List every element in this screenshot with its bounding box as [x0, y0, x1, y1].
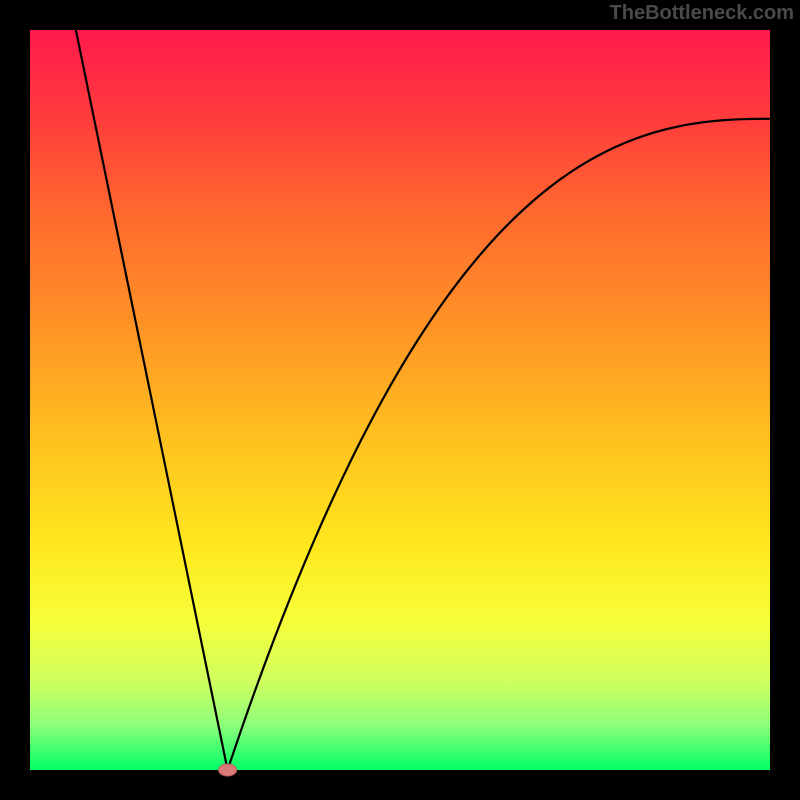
watermark-text: TheBottleneck.com	[610, 2, 794, 25]
bottleneck-chart	[0, 0, 800, 800]
optimal-point-marker	[219, 764, 237, 776]
gradient-background	[30, 30, 770, 770]
chart-container: TheBottleneck.com	[0, 0, 800, 800]
